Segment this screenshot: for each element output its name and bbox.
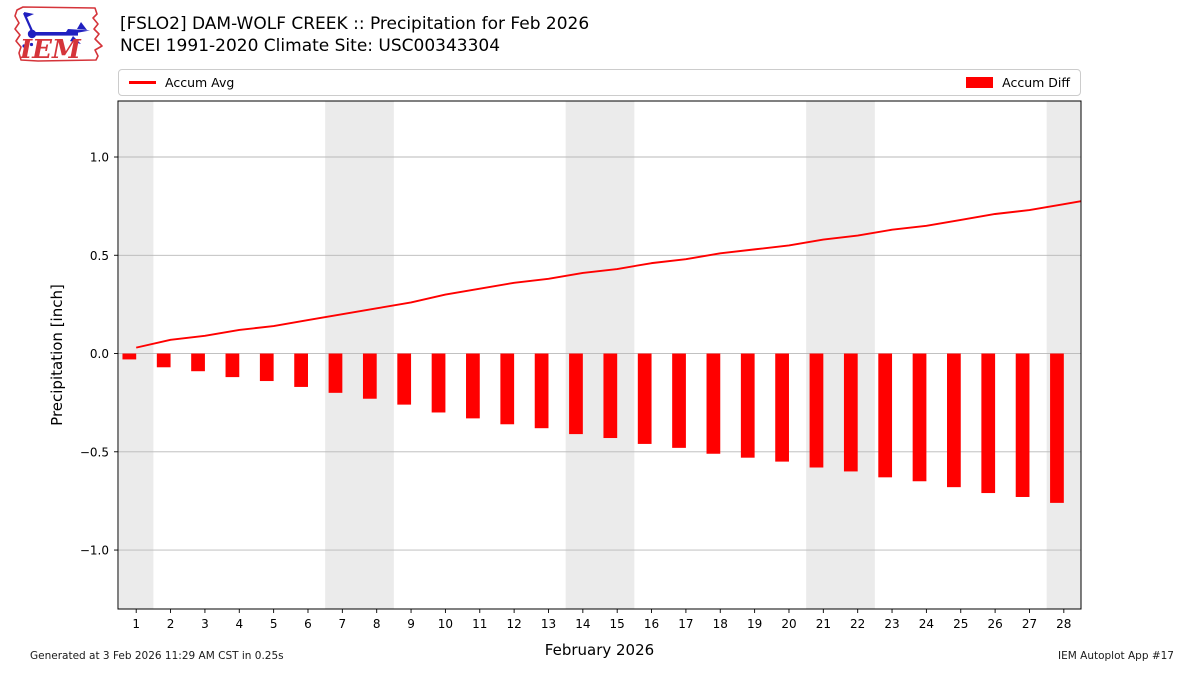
app-id-label: IEM Autoplot App #17 [1058,650,1174,662]
x-tick-label: 12 [506,617,521,631]
x-tick-label: 2 [167,617,175,631]
accum-diff-bar [843,353,858,472]
x-tick-label: 8 [373,617,381,631]
accum-diff-bar [122,353,137,360]
accum-diff-bar [740,353,755,458]
x-tick-label: 17 [678,617,693,631]
x-tick-label: 7 [339,617,347,631]
y-tick-label: 0.5 [90,249,109,263]
weather-vane-icon [22,12,90,48]
plot-border [117,100,1082,610]
x-tick-label: 14 [575,617,590,631]
x-tick-label: 13 [541,617,556,631]
x-tick-label: 23 [884,617,899,631]
accum-avg-label: Accum Avg [165,75,235,90]
x-tick-label: 5 [270,617,278,631]
x-tick-label: 18 [713,617,728,631]
accum-diff-bar [500,353,515,425]
accum-diff-bar [981,353,996,494]
chart-subtitle: NCEI 1991-2020 Climate Site: USC00343304 [120,36,501,56]
iem-logo: IEM [8,3,108,65]
x-tick-label: 4 [235,617,243,631]
logo-text: IEM [19,35,82,65]
x-tick-label: 3 [201,617,209,631]
accum-diff-bar-swatch [966,77,994,88]
legend-item-accum-avg: Accum Avg [129,75,234,90]
accum-diff-bar [603,353,618,439]
accum-diff-bar [294,353,308,387]
x-tick-label: 15 [610,617,625,631]
accum-diff-bar [328,353,343,393]
x-tick-label: 22 [850,617,865,631]
x-tick-label: 26 [987,617,1002,631]
accum-avg-line [135,200,1082,349]
legend: Accum Avg Accum Diff [118,69,1081,96]
accum-diff-bar [569,353,583,435]
y-tick-label: 0.0 [90,347,109,361]
x-tick-label: 11 [472,617,487,631]
accum-avg-line-swatch [129,81,156,84]
accum-diff-bar [912,353,927,482]
accum-diff-bar [1015,353,1030,497]
accum-diff-bar [191,353,205,372]
x-tick-label: 19 [747,617,762,631]
accum-diff-bar [534,353,549,429]
accum-diff-bar [397,353,412,405]
x-axis-title: February 2026 [545,641,654,659]
accum-diff-bar [225,353,240,378]
accum-diff-bar [466,353,480,419]
accum-diff-bar [1050,353,1064,503]
x-tick-label: 6 [304,617,312,631]
accum-diff-bar [431,353,446,413]
accum-diff-bar [156,353,171,368]
y-axis-title: Precipitation [inch] [48,284,66,426]
y-tick-label: 1.0 [90,151,109,165]
y-tick-label: −0.5 [80,445,109,459]
accum-diff-bar [362,353,377,399]
chart-title: [FSLO2] DAM-WOLF CREEK :: Precipitation … [120,14,590,34]
chart-header: [FSLO2] DAM-WOLF CREEK :: Precipitation … [120,13,589,57]
accum-diff-bar [775,353,789,462]
accum-diff-bar [259,353,274,382]
accum-diff-bar [672,353,686,448]
accum-diff-label: Accum Diff [1002,75,1070,90]
x-tick-label: 9 [407,617,415,631]
plot-svg: 1 2 3 4 5 6 7 8 9 10 11 12 13 14 15 16 17 18 19 20 21 22 23 24 2… [48,100,1082,659]
generated-timestamp: Generated at 3 Feb 2026 11:29 AM CST in … [30,650,284,662]
x-tick-label: 27 [1022,617,1037,631]
x-tick-label: 16 [644,617,659,631]
x-tick-label: 20 [781,617,796,631]
x-tick-label: 25 [953,617,968,631]
x-tick-label: 1 [132,617,140,631]
y-tick-label: −1.0 [80,544,109,558]
accum-diff-bar [809,353,824,468]
x-tick-label: 24 [919,617,934,631]
x-tick-label: 10 [438,617,453,631]
x-tick-label: 21 [816,617,831,631]
x-tick-label: 28 [1056,617,1071,631]
accum-diff-bar [706,353,721,454]
accum-diff-bar [947,353,961,488]
iem-logo-svg: IEM [14,6,103,65]
accum-diff-bar [637,353,652,444]
accum-diff-bar [878,353,893,478]
legend-item-accum-diff: Accum Diff [966,75,1070,90]
